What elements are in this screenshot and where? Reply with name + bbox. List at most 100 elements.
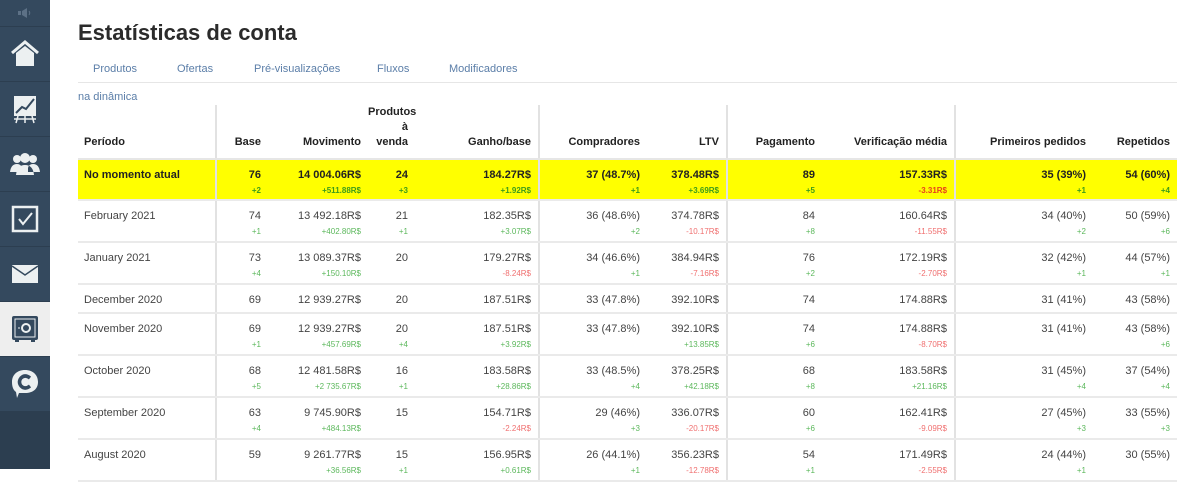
cell-delta: +13.85R$ (684, 340, 719, 349)
value-cell: 50 (59%) +6 (1093, 200, 1177, 243)
statistics-table: Período Base Movimento Produtos à venda Ganh… (78, 105, 1177, 482)
period-cell: December 2020 (78, 284, 217, 314)
value-cell: 60 +6 (727, 397, 822, 440)
cell-value: 84 (802, 210, 815, 222)
cell-delta: +3.69R$ (688, 186, 719, 195)
cell-value: 172.19R$ (899, 252, 947, 264)
chart-icon (14, 96, 36, 124)
value-cell: 12 939.27R$ (268, 284, 368, 314)
value-cell: 54 (60%) +4 (1093, 159, 1177, 201)
cell-delta: -7.16R$ (690, 269, 719, 278)
value-cell: 13 492.18R$ +402.80R$ (268, 200, 368, 243)
sidebar-item-tasks[interactable] (0, 192, 50, 247)
checkbox-icon (11, 205, 39, 233)
cell-delta: +6 (805, 340, 815, 349)
cell-value: 374.78R$ (671, 210, 719, 222)
cell-delta: +511.88R$ (322, 186, 361, 195)
cell-delta: -12.78R$ (686, 466, 719, 475)
cell-value: 183.58R$ (899, 365, 947, 377)
cell-value: 68 (802, 365, 815, 377)
cell-delta: +36.56R$ (326, 466, 361, 475)
value-cell: 374.78R$ -10.17R$ (647, 200, 728, 243)
column-header: Compradores (539, 105, 647, 160)
cell-value: 30 (55%) (1125, 449, 1170, 461)
value-cell: 171.49R$ -2.55R$ (822, 439, 956, 482)
cell-value: 37 (54%) (1125, 365, 1170, 377)
cell-value: 182.35R$ (483, 210, 531, 222)
cell-value: 15 (395, 407, 408, 419)
period-cell: January 2021 (78, 242, 217, 285)
column-header: Ganho/base (415, 105, 540, 160)
cell-value: 12 939.27R$ (298, 323, 361, 335)
value-cell: 44 (57%) +1 (1093, 242, 1177, 285)
period-label: January 2021 (84, 252, 151, 264)
sidebar-item-chat[interactable] (0, 357, 50, 412)
table-row: September 2020 63 +4 9 745.90R$ +484.13R$ 15 1… (78, 397, 1177, 440)
cell-value: 157.33R$ (899, 169, 947, 181)
value-cell: 160.64R$ -11.55R$ (822, 200, 956, 243)
safe-icon (12, 316, 38, 342)
cell-delta: +3 (1076, 424, 1086, 433)
sidebar-item-mail[interactable] (0, 247, 50, 302)
tab-produtos[interactable]: Produtos (93, 63, 138, 75)
tab-fluxos[interactable]: Fluxos (377, 63, 410, 75)
cell-delta: +4 (251, 269, 261, 278)
cell-delta: +5 (805, 186, 815, 195)
cell-value: 174.88R$ (899, 294, 947, 306)
sidebar-item-safe[interactable] (0, 302, 50, 357)
cell-value: 33 (55%) (1125, 407, 1170, 419)
value-cell: 68 +8 (727, 355, 822, 398)
cell-value: 13 492.18R$ (298, 210, 361, 222)
cell-delta: +3.07R$ (500, 227, 531, 236)
cell-value: 33 (48.5%) (586, 365, 640, 377)
value-cell: 54 +1 (727, 439, 822, 482)
dynamic-link[interactable]: na dinâmica (78, 91, 138, 103)
column-header: Primeiros pedidos (955, 105, 1093, 160)
value-cell: 34 (40%) +2 (955, 200, 1093, 243)
value-cell: 392.10R$ (647, 284, 728, 314)
table-row: December 2020 69 12 939.27R$ 20 187.51R$ 33 (… (78, 284, 1177, 314)
value-cell: 392.10R$ +13.85R$ (647, 313, 728, 356)
cell-value: 50 (59%) (1125, 210, 1170, 222)
cell-delta: +8 (805, 382, 815, 391)
cell-delta: +1 (630, 269, 640, 278)
sidebar-item-sound[interactable] (0, 0, 50, 27)
tab-ofertas[interactable]: Ofertas (177, 63, 214, 75)
cell-value: 12 481.58R$ (298, 365, 361, 377)
tab-pre-visualizacoes[interactable]: Pré-visualizações (254, 63, 341, 75)
tab-modificadores[interactable]: Modificadores (449, 63, 518, 75)
sidebar-item-home[interactable] (0, 27, 50, 82)
cell-delta: +6 (805, 424, 815, 433)
value-cell: 24 (44%) +1 (955, 439, 1093, 482)
cell-delta: -2.70R$ (918, 269, 947, 278)
value-cell: 20 (368, 242, 415, 285)
cell-value: 24 (44%) (1041, 449, 1086, 461)
value-cell: 74 +6 (727, 313, 822, 356)
cell-delta: +1 (398, 382, 408, 391)
cell-value: 24 (395, 169, 408, 181)
cell-value: 184.27R$ (483, 169, 531, 181)
value-cell: 12 481.58R$ +2 735.67R$ (268, 355, 368, 398)
value-cell: 14 004.06R$ +511.88R$ (268, 159, 368, 201)
cell-value: 9 745.90R$ (304, 407, 361, 419)
cell-delta: +1 (805, 466, 815, 475)
value-cell: 378.48R$ +3.69R$ (647, 159, 728, 201)
cell-delta: +2 (251, 186, 261, 195)
value-cell: 30 (55%) (1093, 439, 1177, 482)
value-cell: 73 +4 (216, 242, 268, 285)
sidebar-item-statistics[interactable] (0, 82, 50, 137)
cell-delta: +402.80R$ (321, 227, 361, 236)
cell-value: 31 (45%) (1041, 365, 1086, 377)
value-cell: 336.07R$ -20.17R$ (647, 397, 728, 440)
cell-delta: +1 (398, 227, 408, 236)
cell-value: 37 (48.7%) (586, 169, 640, 181)
column-header: Período (78, 105, 217, 160)
cell-value: 54 (802, 449, 815, 461)
cell-delta: +4 (251, 424, 261, 433)
sidebar-item-users[interactable] (0, 137, 50, 192)
cell-delta: -8.70R$ (918, 340, 947, 349)
period-cell: February 2021 (78, 200, 217, 243)
cell-delta: +484.13R$ (321, 424, 361, 433)
period-label: February 2021 (84, 210, 156, 222)
cell-value: 21 (395, 210, 408, 222)
